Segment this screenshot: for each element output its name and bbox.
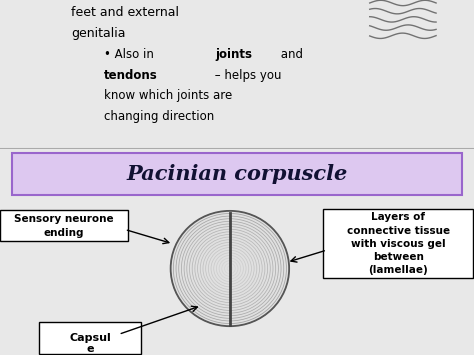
Text: • Also in: • Also in [104,48,158,61]
Text: tendons: tendons [104,69,158,82]
Text: Capsul: Capsul [69,333,111,343]
Text: – helps you: – helps you [211,69,282,82]
Text: Layers of
connective tissue
with viscous gel
between
(lamellae): Layers of connective tissue with viscous… [346,212,450,275]
FancyBboxPatch shape [0,210,128,241]
Text: Pacinian corpuscle: Pacinian corpuscle [127,164,347,184]
Text: joints: joints [216,48,253,61]
Text: know which joints are: know which joints are [104,89,233,103]
Text: genitalia: genitalia [71,27,126,40]
FancyBboxPatch shape [39,322,141,354]
FancyBboxPatch shape [323,209,473,278]
Text: e: e [86,344,94,354]
Text: feet and external: feet and external [71,6,179,19]
Ellipse shape [171,211,289,326]
Text: changing direction: changing direction [104,110,215,123]
Text: and: and [277,48,303,61]
FancyBboxPatch shape [12,153,462,195]
Text: Sensory neurone
ending: Sensory neurone ending [14,214,114,237]
